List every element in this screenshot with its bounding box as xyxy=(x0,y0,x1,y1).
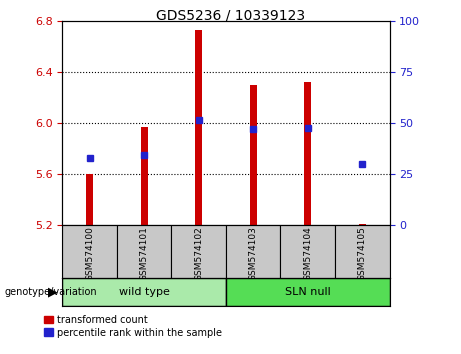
Bar xyxy=(335,225,390,278)
Text: GSM574105: GSM574105 xyxy=(358,227,367,281)
Bar xyxy=(117,225,171,278)
Text: SLN null: SLN null xyxy=(285,287,331,297)
Bar xyxy=(280,225,335,278)
Text: GSM574101: GSM574101 xyxy=(140,227,148,281)
Bar xyxy=(171,225,226,278)
Text: GSM574100: GSM574100 xyxy=(85,227,94,281)
Bar xyxy=(226,225,280,278)
Bar xyxy=(249,85,257,225)
Text: GDS5236 / 10339123: GDS5236 / 10339123 xyxy=(156,9,305,23)
Bar xyxy=(86,174,93,225)
Legend: transformed count, percentile rank within the sample: transformed count, percentile rank withi… xyxy=(44,315,222,337)
Bar xyxy=(62,225,117,278)
Text: ▶: ▶ xyxy=(48,286,58,298)
Bar xyxy=(304,82,311,225)
Text: genotype/variation: genotype/variation xyxy=(5,287,97,297)
Text: GSM574102: GSM574102 xyxy=(194,227,203,281)
Text: GSM574103: GSM574103 xyxy=(248,227,258,281)
Bar xyxy=(359,223,366,225)
Text: wild type: wild type xyxy=(118,287,170,297)
Bar xyxy=(62,278,226,306)
Bar xyxy=(141,127,148,225)
Text: GSM574104: GSM574104 xyxy=(303,227,312,281)
Bar xyxy=(226,278,390,306)
Bar xyxy=(195,30,202,225)
